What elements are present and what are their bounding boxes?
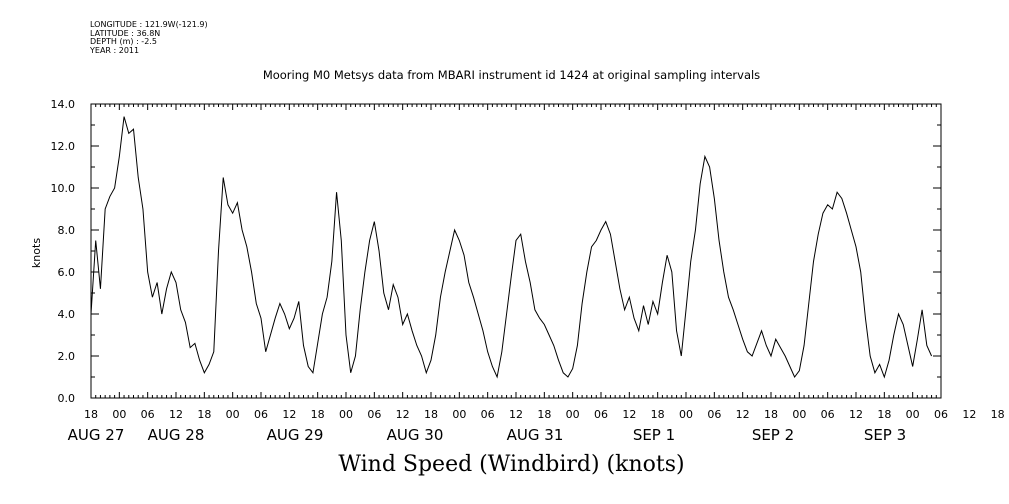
x-hour-tick-label: 18 <box>424 408 438 421</box>
x-hour-tick-label: 12 <box>622 408 636 421</box>
y-axis-label: knots <box>30 238 43 268</box>
x-date-label: AUG 30 <box>387 426 444 444</box>
x-hour-tick-label: 12 <box>282 408 296 421</box>
longitude-label: LONGITUDE : 121.9W(-121.9) <box>90 20 208 29</box>
x-hour-tick-label: 06 <box>254 408 268 421</box>
x-hour-tick-label: 18 <box>311 408 325 421</box>
x-date-label: SEP 1 <box>633 426 675 444</box>
tick-marks <box>90 103 942 399</box>
x-hour-tick-label: 12 <box>169 408 183 421</box>
x-hour-tick-label: 06 <box>367 408 381 421</box>
x-hour-tick-label: 18 <box>84 408 98 421</box>
x-hour-tick-label: 12 <box>849 408 863 421</box>
x-hour-tick-label: 00 <box>339 408 353 421</box>
chart-title-wrap: Mooring M0 Metsys data from MBARI instru… <box>0 68 1009 82</box>
x-hour-tick-label: 18 <box>537 408 551 421</box>
x-hour-tick-label: 00 <box>566 408 580 421</box>
x-hour-tick-label: 06 <box>707 408 721 421</box>
year-label: YEAR : 2011 <box>90 45 140 55</box>
y-tick-label: 6.0 <box>58 266 76 279</box>
x-hour-tick-label: 06 <box>821 408 835 421</box>
x-hour-tick-label: 18 <box>197 408 211 421</box>
y-tick-label: 4.0 <box>58 308 76 321</box>
y-tick-label: 2.0 <box>58 350 76 363</box>
x-hour-tick-label: 06 <box>594 408 608 421</box>
x-hour-tick-label: 18 <box>991 408 1005 421</box>
x-date-label: AUG 28 <box>148 426 205 444</box>
metadata-block: LONGITUDE : 121.9W(-121.9) LATITUDE : 36… <box>90 20 208 55</box>
x-hour-tick-label: 12 <box>736 408 750 421</box>
x-hour-tick-label: 00 <box>679 408 693 421</box>
y-tick-label: 0.0 <box>58 392 76 405</box>
x-date-label: SEP 2 <box>752 426 794 444</box>
x-hour-tick-label: 18 <box>877 408 891 421</box>
x-date-label: AUG 27 <box>68 426 125 444</box>
x-hour-tick-label: 12 <box>509 408 523 421</box>
y-tick-label: 8.0 <box>58 224 76 237</box>
x-hour-tick-label: 06 <box>481 408 495 421</box>
x-hour-tick-label: 06 <box>141 408 155 421</box>
x-hour-tick-label: 12 <box>962 408 976 421</box>
footer-title: Wind Speed (Windbird) (knots) <box>338 452 685 477</box>
x-hour-tick-label: 00 <box>906 408 920 421</box>
y-tick-label: 14.0 <box>51 98 76 111</box>
x-hour-tick-label: 00 <box>792 408 806 421</box>
x-hour-tick-label: 18 <box>651 408 665 421</box>
wind-speed-series-line <box>90 116 933 379</box>
series-layer <box>90 116 933 379</box>
x-hour-tick-label: 12 <box>396 408 410 421</box>
y-tick-label: 12.0 <box>51 140 76 153</box>
x-date-label: SEP 3 <box>864 426 906 444</box>
x-hour-tick-label: 06 <box>934 408 948 421</box>
x-date-label: AUG 31 <box>507 426 564 444</box>
x-hour-tick-label: 00 <box>452 408 466 421</box>
footer-title-wrap: Wind Speed (Windbird) (knots) <box>0 452 1009 477</box>
x-date-label: AUG 29 <box>267 426 324 444</box>
x-hour-tick-label: 00 <box>226 408 240 421</box>
tick-labels: 0.0 2.0 4.0 6.0 8.0 10.0 12.0 14.0 18 00 06 12 18 00 0… <box>51 98 1005 444</box>
x-hour-tick-label: 18 <box>764 408 778 421</box>
x-hour-tick-label: 00 <box>112 408 126 421</box>
chart-title: Mooring M0 Metsys data from MBARI instru… <box>262 68 761 82</box>
depth-label: DEPTH (m) : -2.5 <box>90 37 157 46</box>
y-tick-label: 10.0 <box>51 182 76 195</box>
latitude-label: LATITUDE : 36.8N <box>90 28 161 38</box>
